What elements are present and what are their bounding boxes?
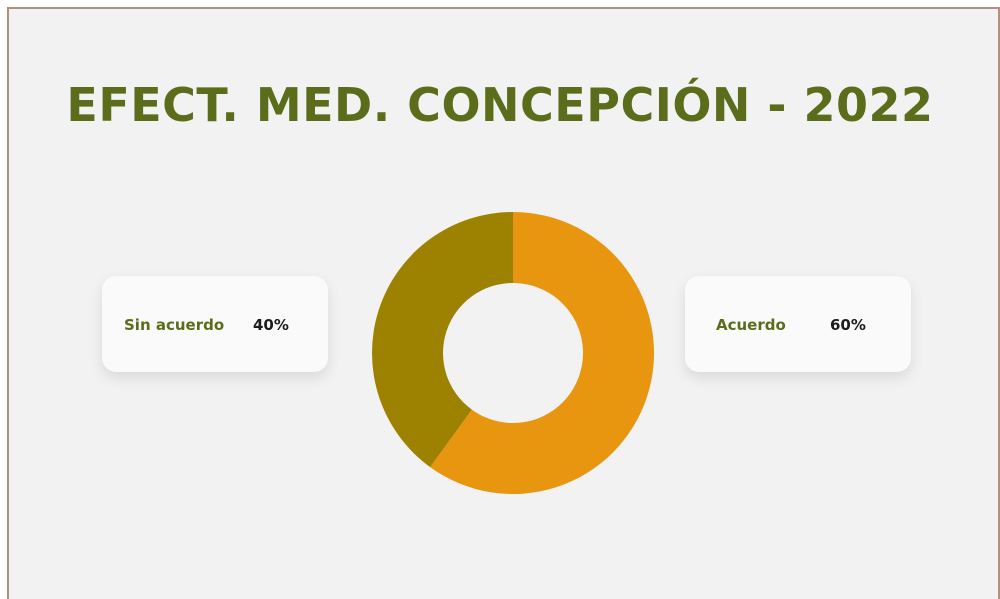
chart-title: EFECT. MED. CONCEPCIÓN - 2022 bbox=[66, 78, 934, 132]
legend-label: Acuerdo bbox=[716, 316, 786, 334]
legend-box: Sin acuerdo 40% bbox=[102, 276, 328, 372]
donut-segment bbox=[430, 212, 654, 494]
value-label: 40% bbox=[253, 316, 289, 334]
value-label: 60% bbox=[830, 316, 866, 334]
legend-label: Sin acuerdo bbox=[124, 316, 225, 334]
legend-box: Acuerdo 60% bbox=[685, 276, 911, 372]
donut-segment bbox=[371, 212, 513, 468]
